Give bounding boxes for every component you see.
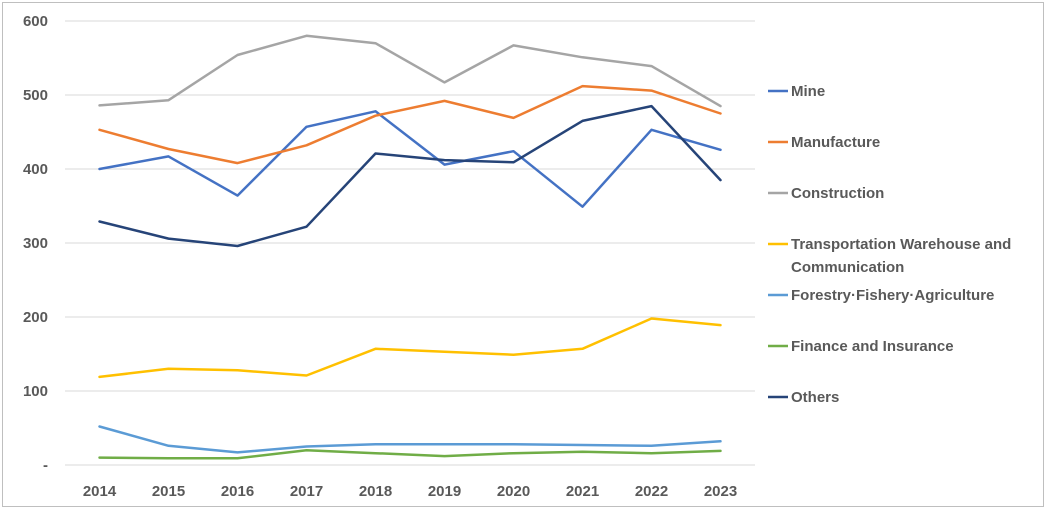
- legend-label: Communication: [791, 259, 904, 276]
- y-axis-ticks: - 100 200 300 400 500 600: [23, 13, 48, 474]
- y-tick-label: 100: [23, 383, 48, 400]
- legend-label: Manufacture: [791, 134, 880, 151]
- legend: Mine Manufacture Construction Transportatio…: [768, 83, 1011, 406]
- y-tick-label: -: [43, 457, 48, 474]
- x-axis-ticks: 2014 2015 2016 2017 2018 2019 2020 2021 2022 2023: [83, 483, 737, 500]
- legend-item-construction: Construction: [768, 185, 884, 202]
- series-line-others: [98, 104, 722, 248]
- x-tick-label: 2018: [359, 483, 392, 500]
- y-tick-label: 400: [23, 161, 48, 178]
- legend-item-manufacture: Manufacture: [768, 134, 880, 151]
- x-tick-label: 2016: [221, 483, 254, 500]
- series-line-manufacture: [98, 84, 722, 165]
- legend-item-mine: Mine: [768, 83, 825, 100]
- x-tick-label: 2023: [704, 483, 737, 500]
- x-tick-label: 2017: [290, 483, 323, 500]
- x-tick-label: 2020: [497, 483, 530, 500]
- legend-item-finance-and-insurance: Finance and Insurance: [768, 338, 954, 355]
- legend-label: Mine: [791, 83, 825, 100]
- x-tick-label: 2021: [566, 483, 599, 500]
- legend-label: Others: [791, 389, 839, 406]
- legend-label: Finance and Insurance: [791, 338, 954, 355]
- x-tick-label: 2022: [635, 483, 668, 500]
- y-tick-label: 200: [23, 309, 48, 326]
- y-tick-label: 500: [23, 87, 48, 104]
- series-line-forestry-fishery-agriculture: [98, 425, 722, 454]
- legend-label: Forestry·Fishery·Agriculture: [791, 287, 994, 304]
- series-line-finance-and-insurance: [98, 448, 722, 460]
- legend-item-others: Others: [768, 389, 839, 406]
- series-line-mine: [98, 110, 722, 208]
- legend-item-forestry-fishery-agriculture: Forestry·Fishery·Agriculture: [768, 287, 994, 304]
- x-tick-label: 2015: [152, 483, 185, 500]
- y-tick-label: 300: [23, 235, 48, 252]
- series-lines: [98, 34, 722, 460]
- x-tick-label: 2014: [83, 483, 117, 500]
- legend-item-transportation-warehouse-and-communication: Transportation Warehouse and Communicatio…: [768, 236, 1011, 276]
- series-line-transportation-warehouse-and-communication: [98, 317, 722, 379]
- x-tick-label: 2019: [428, 483, 461, 500]
- legend-label: Transportation Warehouse and: [791, 236, 1011, 253]
- series-line-construction: [98, 34, 722, 108]
- y-tick-label: 600: [23, 13, 48, 30]
- legend-label: Construction: [791, 185, 884, 202]
- gridlines: [65, 20, 755, 466]
